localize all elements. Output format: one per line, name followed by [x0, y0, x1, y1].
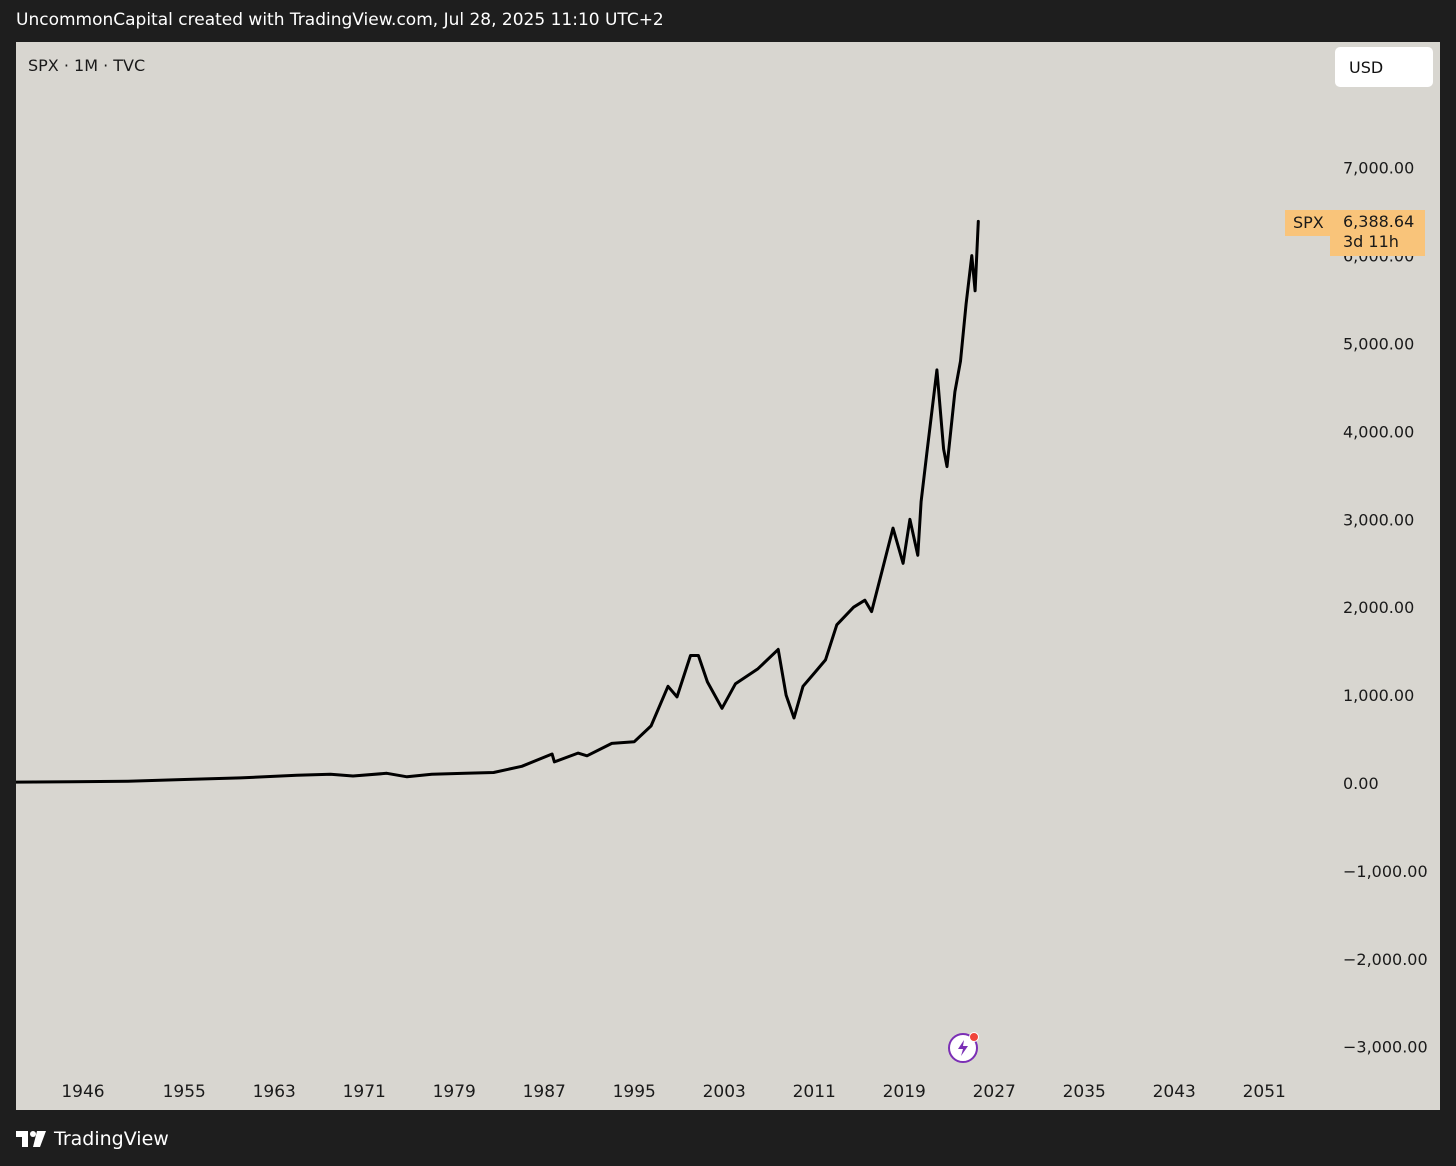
y-tick-label: 7,000.00 — [1343, 159, 1414, 178]
x-tick-label: 1987 — [523, 1082, 566, 1102]
x-tick-label: 1971 — [343, 1082, 386, 1102]
x-tick-label: 2003 — [703, 1082, 746, 1102]
y-tick-label: 4,000.00 — [1343, 422, 1414, 441]
series-line-spx — [16, 219, 980, 784]
x-tick-label: 2051 — [1243, 1082, 1286, 1102]
series-layer — [16, 219, 980, 784]
x-tick-label: 1979 — [433, 1082, 476, 1102]
x-tick-label: 1995 — [613, 1082, 656, 1102]
y-tick-label: 0.00 — [1343, 774, 1379, 793]
symbol-info[interactable]: SPX · 1M · TVC — [28, 56, 146, 75]
y-axis: 7,000.006,000.005,000.004,000.003,000.00… — [1343, 159, 1428, 1057]
y-tick-label: −1,000.00 — [1343, 862, 1428, 881]
notification-dot — [969, 1032, 979, 1042]
y-tick-label: 3,000.00 — [1343, 510, 1414, 529]
x-tick-label: 2035 — [1063, 1082, 1106, 1102]
chart-panel[interactable]: SPX · 1M · TVC USD 7,000.00 6,000.00 5,000… — [16, 42, 1440, 1110]
chart-caption: UncommonCapital created with TradingView… — [16, 10, 664, 30]
y-tick-label: −3,000.00 — [1343, 1038, 1428, 1057]
last-price-symbol-badge: SPX — [1285, 210, 1332, 236]
currency-button[interactable]: USD — [1335, 47, 1433, 87]
brand-name: TradingView — [54, 1128, 169, 1150]
y-tick-label: 1,000.00 — [1343, 686, 1414, 705]
price-chart[interactable]: 7,000.006,000.005,000.004,000.003,000.00… — [16, 42, 1440, 1110]
bolt-glyph — [958, 1040, 968, 1056]
x-tick-label: 2019 — [883, 1082, 926, 1102]
tradingview-brand[interactable]: TradingView — [16, 1128, 169, 1150]
last-price-value: 6,388.64 — [1343, 212, 1415, 231]
bar-countdown: 3d 11h — [1343, 232, 1399, 251]
y-tick-label: 5,000.00 — [1343, 335, 1414, 354]
x-tick-label: 2011 — [793, 1082, 836, 1102]
y-tick-label: 2,000.00 — [1343, 598, 1414, 617]
x-axis: 1946 1955 1963 1971 1979 1987 1995 2003 2011 2019… — [61, 1082, 1286, 1102]
y-tick-label: −2,000.00 — [1343, 950, 1428, 969]
lightning-bolt-icon[interactable] — [948, 1032, 979, 1063]
x-tick-label: 1963 — [253, 1082, 296, 1102]
last-price-badge: 6,388.64 3d 11h — [1330, 210, 1425, 256]
tradingview-logo-icon — [16, 1131, 46, 1147]
x-tick-label: 2043 — [1153, 1082, 1196, 1102]
x-tick-label: 1946 — [61, 1082, 104, 1102]
x-tick-label: 1955 — [163, 1082, 206, 1102]
x-tick-label: 2027 — [973, 1082, 1016, 1102]
